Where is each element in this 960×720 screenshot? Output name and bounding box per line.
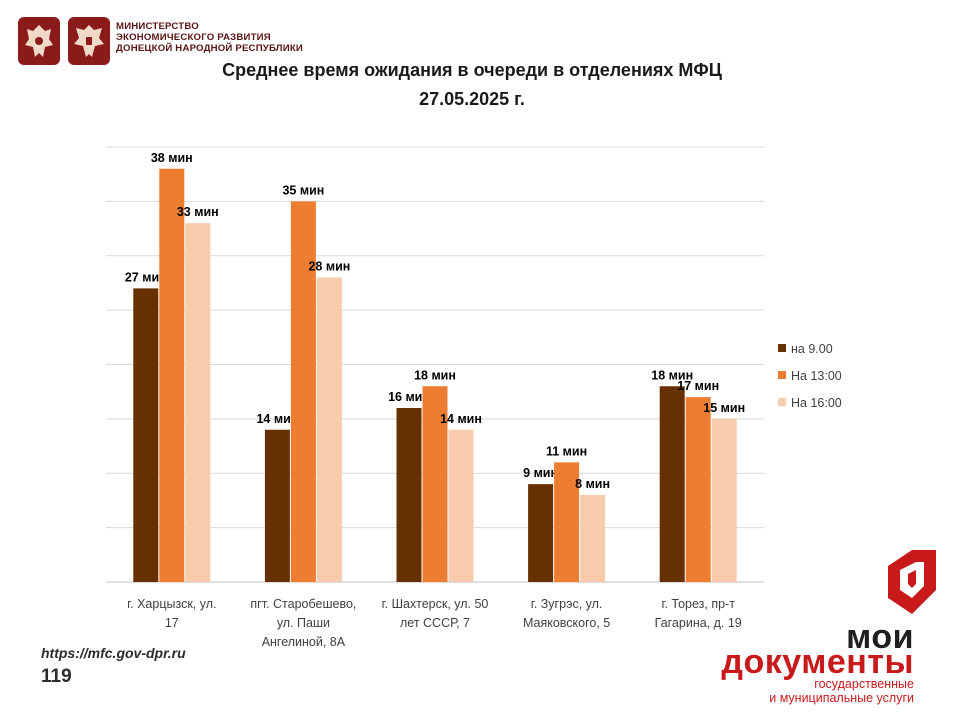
bar — [422, 386, 448, 582]
chart-title: Среднее время ожидания в очереди в отдел… — [222, 60, 722, 80]
bar — [448, 429, 474, 582]
data-label: 18 мин — [414, 368, 456, 382]
bar — [711, 418, 737, 582]
data-label: 33 мин — [177, 205, 219, 219]
bar — [554, 462, 580, 582]
data-label: 8 мин — [575, 477, 610, 491]
brand-tagline-line: и муниципальные услуги — [769, 691, 914, 705]
moi-dokumenty-logo-icon — [888, 550, 936, 614]
ministry-line: ЭКОНОМИЧЕСКОГО РАЗВИТИЯ — [116, 32, 271, 43]
category-label: г. Зугрэс, ул. — [531, 597, 603, 611]
category-label: пгт. Старобешево, — [250, 597, 356, 611]
bar — [659, 386, 685, 582]
page-number: 119 — [41, 666, 72, 687]
brand-name-line2: документы — [721, 643, 914, 681]
bar — [316, 277, 342, 582]
bar — [580, 495, 606, 582]
bar — [685, 397, 711, 582]
ministry-line: МИНИСТЕРСТВО — [116, 21, 199, 32]
legend-swatch — [778, 398, 786, 406]
ministry-name: МИНИСТЕРСТВО ЭКОНОМИЧЕСКОГО РАЗВИТИЯ ДОН… — [116, 21, 303, 54]
legend-label: На 16:00 — [791, 396, 842, 410]
data-label: 18 мин — [651, 368, 693, 382]
bar — [264, 429, 290, 582]
category-label: г. Харцызск, ул. — [127, 597, 216, 611]
ministry-line: ДОНЕЦКОЙ НАРОДНОЙ РЕСПУБЛИКИ — [116, 43, 303, 54]
category-label: Маяковского, 5 — [523, 616, 610, 630]
data-label: 38 мин — [151, 151, 193, 165]
brand-tagline: государственные и муниципальные услуги — [769, 677, 914, 705]
legend-swatch — [778, 344, 786, 352]
category-label: 17 — [165, 616, 179, 630]
category-label: Ангелиной, 8А — [262, 635, 346, 649]
bar — [159, 168, 185, 582]
legend-label: на 9.00 — [791, 342, 833, 356]
data-label: 11 мин — [546, 444, 587, 458]
data-label: 9 мин — [523, 466, 558, 480]
chart-date: 27.05.2025 г. — [419, 89, 525, 109]
brand-tagline-line: государственные — [814, 677, 914, 691]
data-label: 17 мин — [677, 379, 719, 393]
data-label: 14 мин — [256, 412, 298, 426]
bar — [290, 201, 316, 582]
website-link[interactable]: https://mfc.gov-dpr.ru — [41, 645, 186, 661]
data-label: 14 мин — [440, 412, 482, 426]
dpr-emblem-icon — [68, 17, 110, 65]
category-label: Гагарина, д. 19 — [655, 616, 742, 630]
legend-label: На 13:00 — [791, 369, 842, 383]
data-label: 28 мин — [308, 260, 350, 274]
russia-emblem-icon — [18, 17, 60, 65]
bar — [528, 484, 554, 582]
category-label: г. Торез, пр-т — [661, 597, 735, 611]
data-label: 35 мин — [282, 183, 324, 197]
category-label: лет СССР, 7 — [400, 616, 470, 630]
category-label: ул. Паши — [277, 616, 330, 630]
data-label: 16 мин — [388, 390, 430, 404]
bar — [133, 288, 159, 582]
header: МИНИСТЕРСТВО ЭКОНОМИЧЕСКОГО РАЗВИТИЯ ДОН… — [0, 0, 960, 80]
bar — [185, 223, 211, 582]
brand-name-line1: мои — [846, 618, 914, 656]
bar — [396, 408, 422, 582]
data-label: 27 мин — [125, 270, 167, 284]
data-label: 15 мин — [703, 401, 745, 415]
category-label: г. Шахтерск, ул. 50 — [382, 597, 489, 611]
legend-swatch — [778, 371, 786, 379]
